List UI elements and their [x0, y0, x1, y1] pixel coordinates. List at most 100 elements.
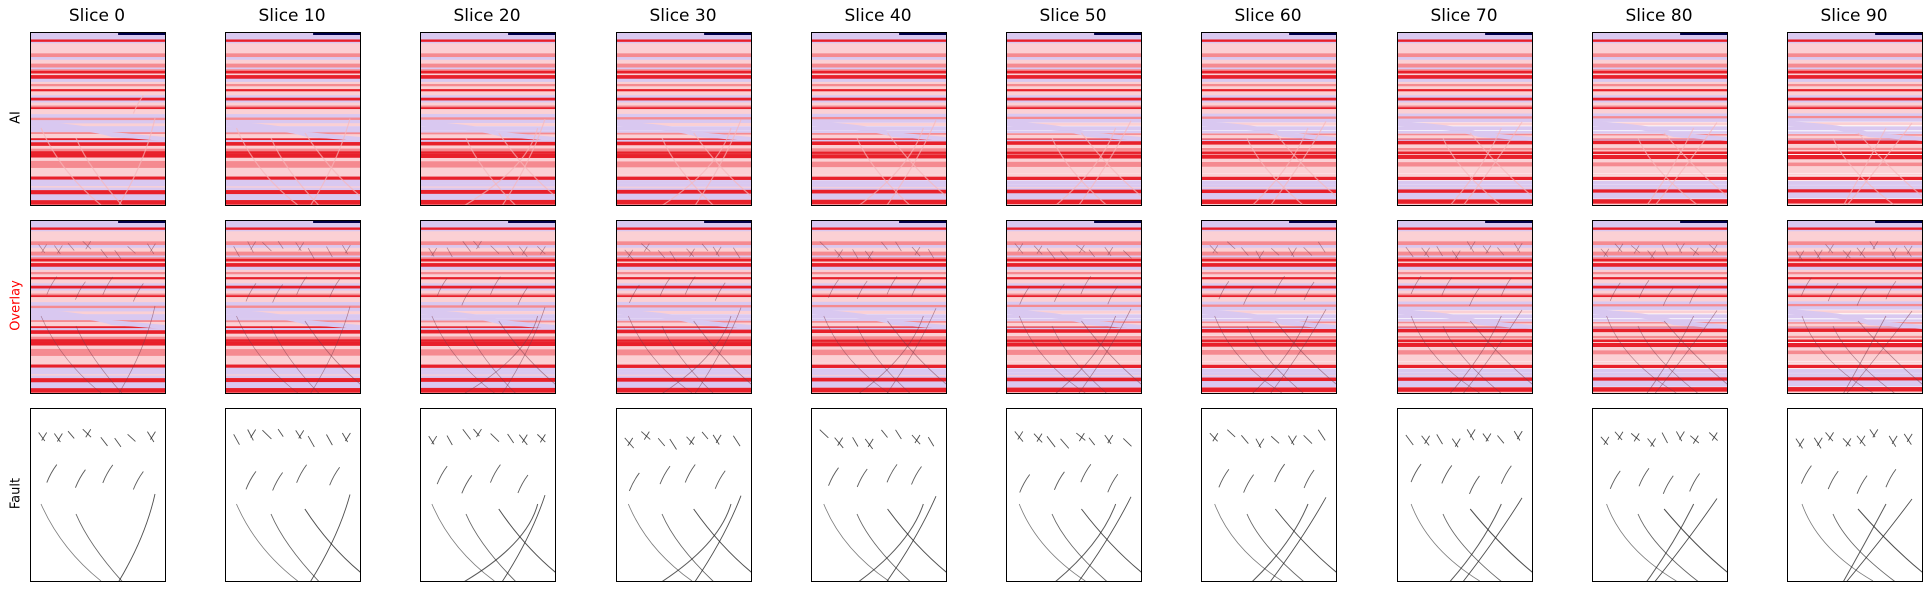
horizon-band	[31, 194, 165, 197]
horizon-band	[1788, 303, 1922, 307]
fault-overlay-line	[476, 240, 482, 250]
horizon-band	[1398, 78, 1532, 83]
horizon-band	[31, 67, 165, 70]
fault-line	[1303, 435, 1313, 444]
fault-line	[1055, 503, 1117, 581]
horizon-band	[1007, 231, 1141, 236]
horizon-band	[1007, 70, 1141, 74]
fault-line	[1019, 474, 1031, 493]
fault-line	[304, 508, 360, 573]
horizon-band	[1202, 283, 1336, 286]
ai-image	[617, 33, 751, 205]
fault-overlay-line	[914, 246, 921, 256]
horizon-band	[421, 387, 555, 393]
horizon-band	[31, 235, 165, 239]
fault-line	[75, 513, 123, 581]
fault-overlay-line	[464, 315, 539, 393]
horizon-band	[617, 285, 751, 289]
fault-overlay-line	[627, 249, 634, 259]
horizon-band	[421, 377, 555, 383]
fault-overlay-line	[1869, 241, 1876, 250]
fault-line	[886, 496, 937, 581]
horizon-band	[812, 274, 946, 278]
horizon-band	[226, 78, 360, 83]
fault-overlay-line	[307, 247, 315, 260]
fault-overlay-line	[733, 247, 741, 259]
horizon-band	[31, 89, 165, 92]
fault-line	[1872, 429, 1879, 438]
horizon-band	[226, 341, 360, 347]
top-strip	[1875, 221, 1922, 223]
horizon-band	[1202, 231, 1336, 236]
horizon-band	[31, 374, 165, 376]
horizon-band	[1202, 53, 1336, 58]
fault-overlay-line	[461, 287, 473, 306]
horizon-band	[617, 288, 751, 291]
horizon-band	[1007, 86, 1141, 90]
fault-line	[1675, 431, 1683, 442]
horizon-band	[617, 250, 751, 252]
fault-trace	[1080, 132, 1141, 197]
fault-line	[1449, 503, 1502, 581]
horizon-band	[1788, 226, 1922, 228]
horizon-band	[1788, 154, 1922, 160]
fault-overlay-line	[927, 248, 935, 259]
fault-line	[1617, 431, 1624, 440]
horizon-band	[421, 153, 555, 159]
horizon-band	[421, 161, 555, 165]
horizon-band	[226, 295, 360, 298]
horizon-band	[226, 47, 360, 51]
horizon-band	[812, 158, 946, 163]
horizon-band	[812, 63, 946, 68]
horizon-band	[1202, 387, 1336, 392]
horizon-band	[812, 75, 946, 80]
horizon-band	[421, 266, 555, 271]
fault-overlay-line	[462, 241, 471, 252]
fault-line	[1107, 434, 1114, 444]
horizon-band	[617, 362, 751, 365]
horizon-band	[1007, 279, 1141, 284]
horizon-band	[1398, 184, 1532, 189]
horizon-band	[31, 245, 165, 249]
horizon-band	[1398, 57, 1532, 61]
horizon-band	[617, 166, 751, 168]
horizon-band	[31, 53, 165, 58]
lavender-horizon	[1202, 121, 1336, 141]
horizon-band	[1202, 50, 1336, 54]
horizon-band	[1007, 336, 1141, 339]
horizon-band	[1007, 255, 1141, 258]
fault-overlay-line	[1676, 243, 1683, 254]
horizon-band	[226, 283, 360, 286]
horizon-band	[1202, 288, 1336, 291]
horizon-band	[31, 392, 165, 393]
fault-overlay-line	[1827, 282, 1839, 302]
horizon-band	[1202, 332, 1336, 336]
fault-overlay-line	[270, 325, 319, 393]
horizon-band	[1788, 369, 1922, 373]
horizon-band	[812, 62, 946, 64]
fault-line	[1661, 432, 1668, 444]
fault-line	[684, 464, 696, 483]
fault-line	[1424, 435, 1430, 444]
top-strip	[1875, 33, 1922, 35]
horizon-band	[1398, 231, 1532, 236]
fault-overlay-line	[856, 280, 868, 300]
horizon-band	[1007, 364, 1141, 368]
horizon-band	[812, 290, 946, 294]
fault-line	[1845, 438, 1852, 447]
fault-line	[1080, 463, 1092, 483]
fault-trace	[887, 132, 946, 197]
horizon-band	[1007, 57, 1141, 61]
horizon-band	[421, 138, 555, 141]
column-title: Slice 30	[649, 6, 717, 26]
fault-overlay-line	[1258, 250, 1265, 259]
horizon-band	[1593, 364, 1727, 369]
fault-panel	[1201, 408, 1337, 582]
horizon-band	[226, 117, 360, 121]
horizon-band	[31, 95, 165, 98]
horizon-band	[1593, 261, 1727, 264]
horizon-band	[31, 348, 165, 352]
fault-line	[40, 503, 102, 581]
fault-line	[1692, 435, 1699, 444]
horizon-band	[1007, 173, 1141, 177]
